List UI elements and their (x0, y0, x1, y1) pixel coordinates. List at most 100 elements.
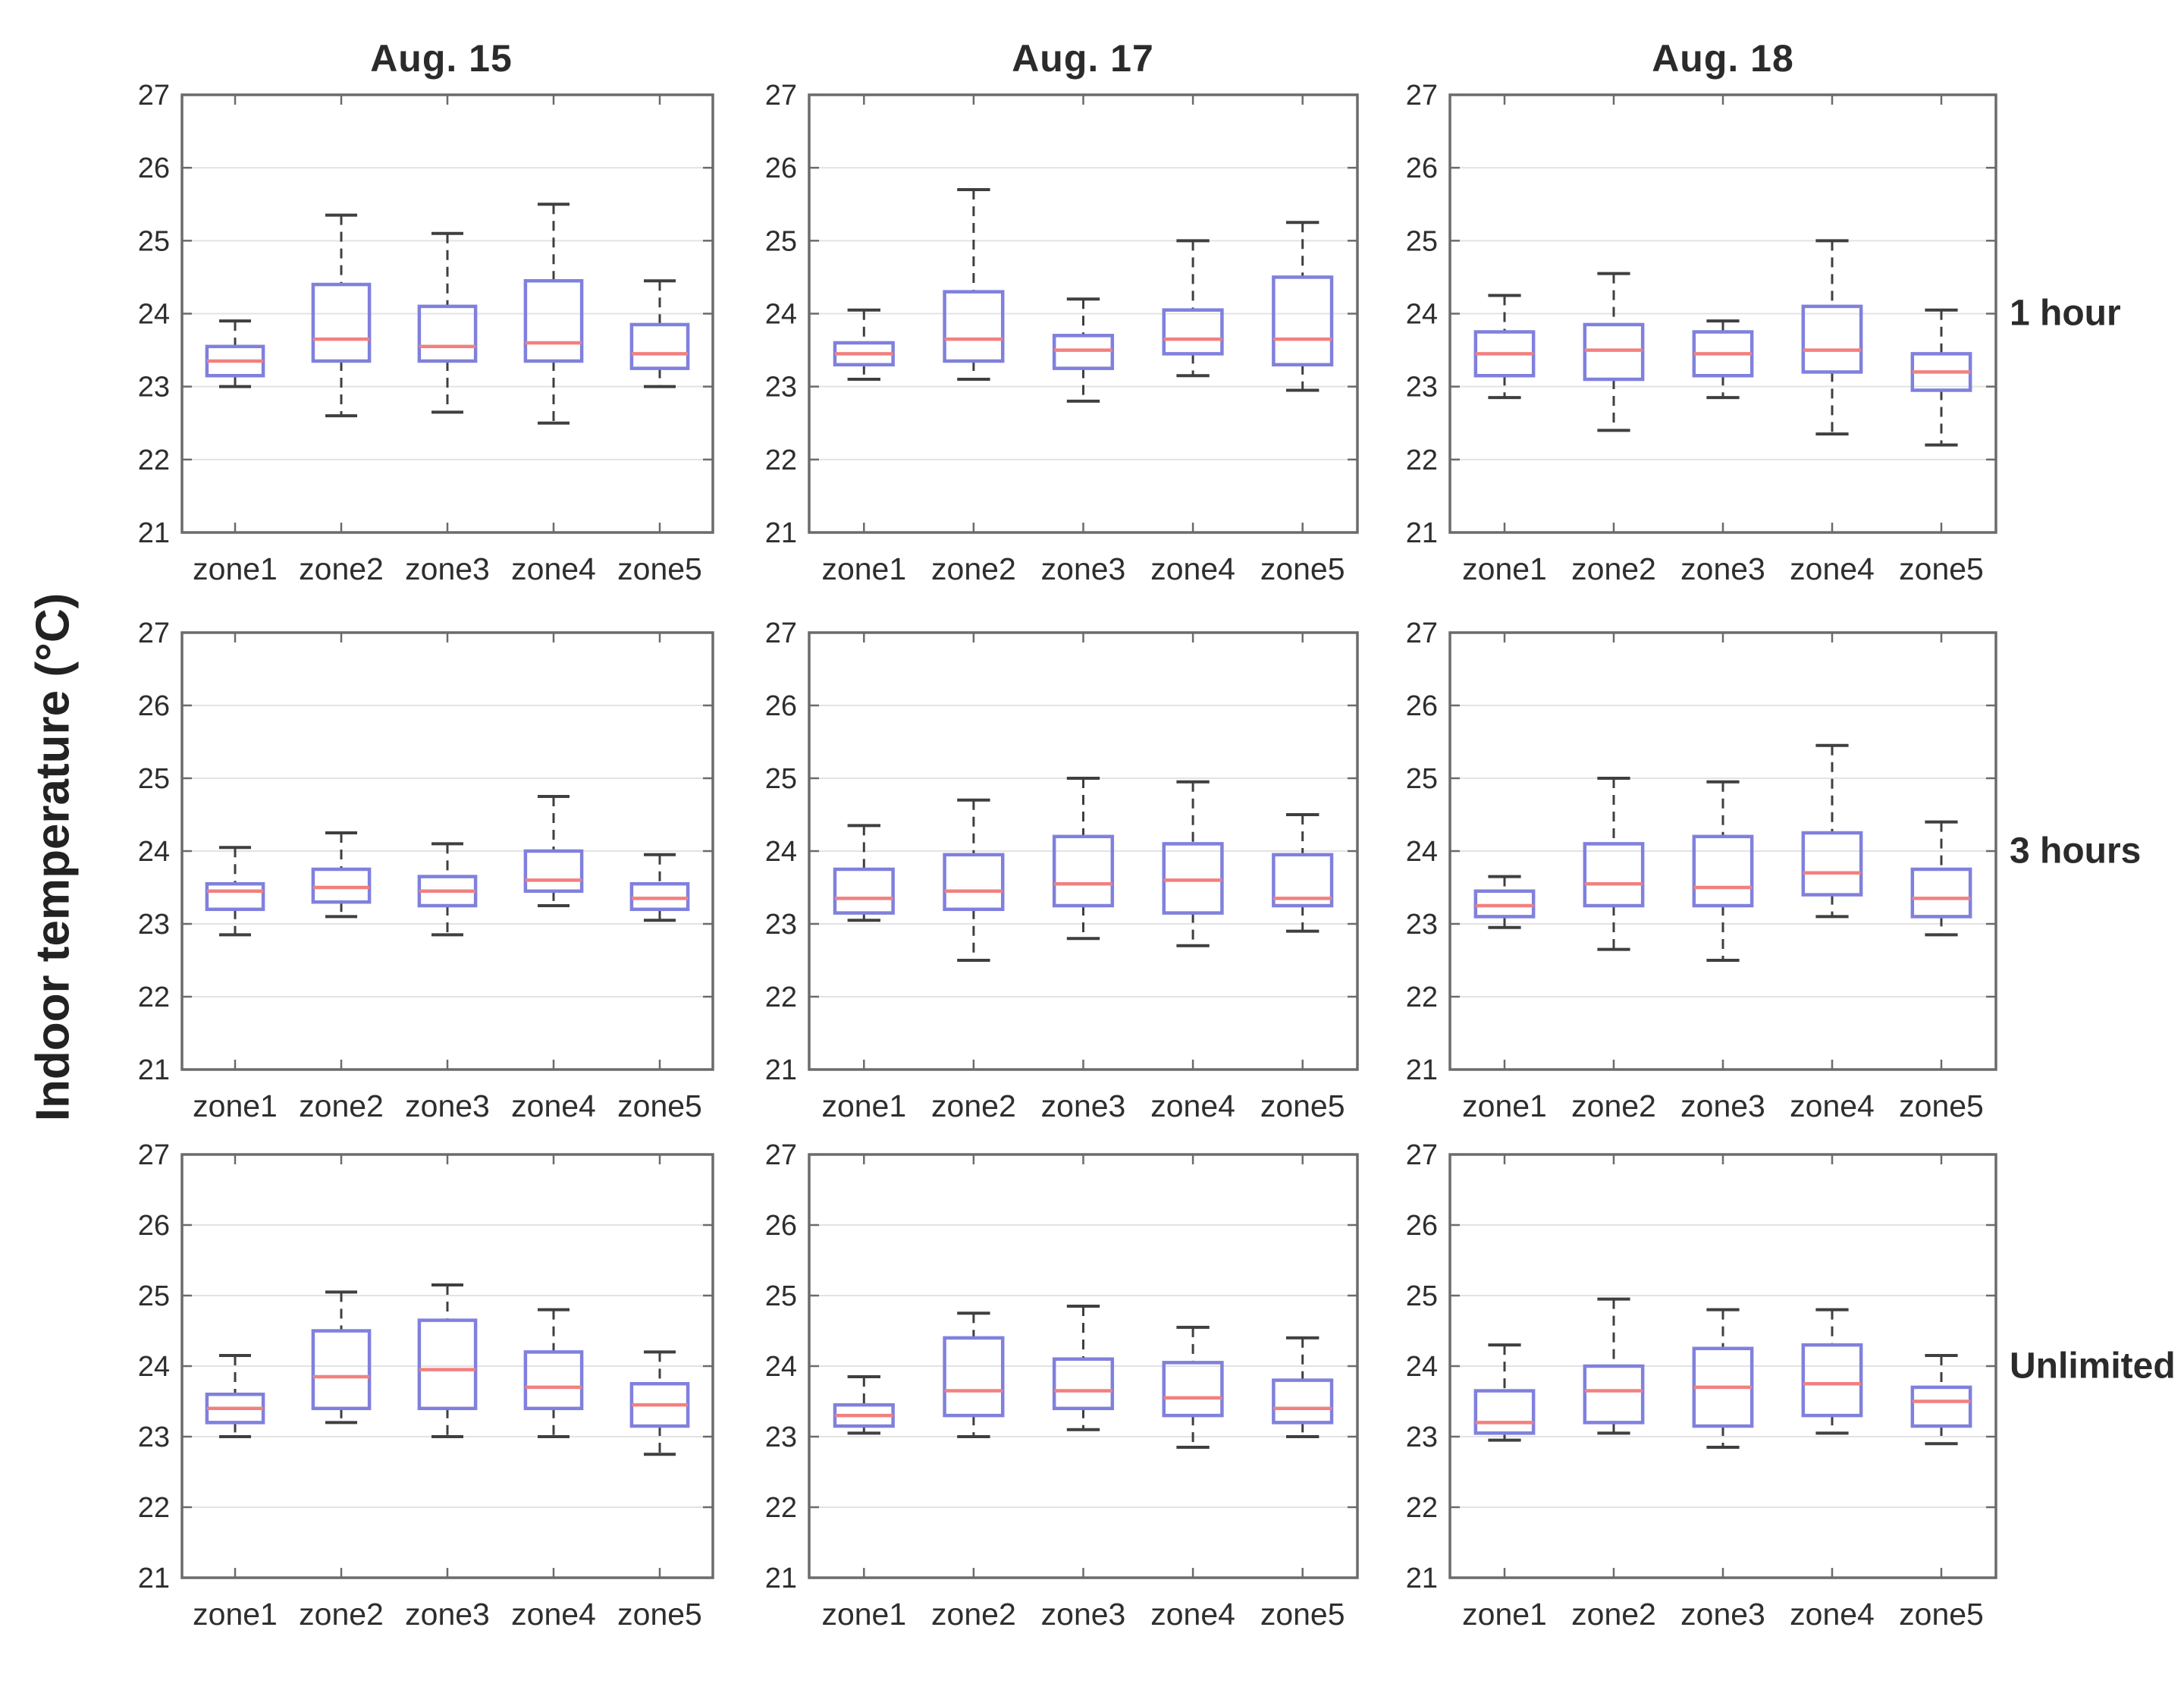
box-zone1 (833, 1374, 895, 1435)
boxplot-panel-aug17-1hour: 21 22 23 24 25 26 27 zone1 zone2 zone3 zone4 zone5 (718, 83, 1369, 601)
box-zone1 (833, 308, 895, 382)
boxplot-canvas: 21 22 23 24 25 26 27 zone1 zone2 zone3 zone4 zone5 (765, 1143, 1359, 1632)
x-tick-label-zone1: zone1 (1462, 1597, 1547, 1632)
y-tick-label: 25 (1406, 225, 1438, 257)
y-tick-label: 24 (765, 836, 797, 868)
boxplot-panel-aug18-1hour: 21 22 23 24 25 26 27 zone1 zone2 zone3 zone4 zone5 (1359, 83, 2007, 601)
x-tick-label-zone4: zone4 (511, 1088, 596, 1123)
box-zone5 (629, 279, 690, 388)
box-zone4 (1162, 1325, 1224, 1449)
y-tick-label: 27 (138, 83, 170, 112)
box-zone2 (943, 188, 1005, 382)
box-zone2 (1583, 272, 1645, 432)
x-tick-label-zone3: zone3 (1041, 1088, 1126, 1123)
box-zone1 (833, 824, 895, 922)
x-tick-label-zone5: zone5 (1899, 1597, 1984, 1632)
x-tick-label-zone1: zone1 (821, 551, 906, 586)
boxplot-panel-aug18-unlimited: 21 22 23 24 25 26 27 zone1 zone2 zone3 zone4 zone5 (1359, 1143, 2007, 1646)
box-zone3 (1052, 777, 1115, 941)
y-tick-label: 24 (138, 836, 170, 868)
x-tick-label-zone3: zone3 (405, 551, 490, 586)
box-zone3 (417, 1283, 478, 1438)
row-label-unlimited: Unlimited (2010, 1346, 2176, 1387)
x-tick-label-zone3: zone3 (1680, 1597, 1765, 1632)
boxplot-panel-aug18-3hours: 21 22 23 24 25 26 27 zone1 zone2 zone3 zone4 zone5 (1359, 621, 2007, 1138)
y-tick-label: 26 (765, 690, 797, 722)
box-zone5 (1910, 1354, 1972, 1446)
row-label-3-hours: 3 hours (2010, 831, 2142, 872)
y-tick-label: 26 (138, 1210, 170, 1242)
y-tick-label: 27 (1406, 1143, 1438, 1171)
box-zone5 (1272, 813, 1334, 933)
y-tick-label: 22 (765, 444, 797, 476)
x-tick-label-zone1: zone1 (1462, 551, 1547, 586)
y-tick-label: 23 (1406, 372, 1438, 404)
y-tick-label: 23 (765, 909, 797, 941)
boxplot-canvas: 21 22 23 24 25 26 27 zone1 zone2 zone3 zone4 zone5 (1406, 1143, 1997, 1632)
boxplot-panel-aug17-unlimited: 21 22 23 24 25 26 27 zone1 zone2 zone3 zone4 zone5 (718, 1143, 1369, 1646)
x-tick-label-zone3: zone3 (1680, 551, 1765, 586)
x-tick-label-zone3: zone3 (405, 1088, 490, 1123)
box-zone3 (417, 842, 478, 937)
x-tick-label-zone2: zone2 (931, 1597, 1016, 1632)
y-tick-label: 24 (765, 1351, 797, 1383)
y-tick-label: 21 (1406, 1054, 1438, 1086)
y-tick-label: 24 (138, 1351, 170, 1383)
y-tick-label: 24 (138, 299, 170, 331)
x-tick-label-zone4: zone4 (1790, 1088, 1875, 1123)
y-tick-label: 27 (765, 83, 797, 112)
y-tick-label: 25 (138, 1280, 170, 1312)
box-zone5 (1272, 221, 1334, 392)
y-tick-label: 22 (138, 1492, 170, 1524)
y-tick-label: 21 (1406, 517, 1438, 549)
box-zone2 (943, 1311, 1005, 1438)
y-tick-label: 26 (138, 152, 170, 184)
y-tick-label: 22 (1406, 982, 1438, 1013)
x-tick-label-zone5: zone5 (617, 551, 702, 586)
x-tick-label-zone1: zone1 (193, 551, 278, 586)
y-tick-label: 22 (138, 982, 170, 1013)
boxplot-panel-aug15-unlimited: 21 22 23 24 25 26 27 zone1 zone2 zone3 zone4 zone5 (91, 1143, 724, 1646)
x-tick-label-zone2: zone2 (299, 551, 384, 586)
x-tick-label-zone1: zone1 (1462, 1088, 1547, 1123)
boxplot-panel-aug17-3hours: 21 22 23 24 25 26 27 zone1 zone2 zone3 zone4 zone5 (718, 621, 1369, 1138)
box-zone3 (417, 231, 478, 414)
y-tick-label: 21 (765, 1563, 797, 1594)
y-tick-label: 23 (138, 909, 170, 941)
boxplot-canvas: 21 22 23 24 25 26 27 zone1 zone2 zone3 zone4 zone5 (765, 621, 1359, 1123)
box-zone5 (629, 1350, 690, 1456)
box-zone2 (1583, 777, 1645, 951)
x-tick-label-zone4: zone4 (1150, 1597, 1235, 1632)
x-tick-label-zone4: zone4 (1150, 1088, 1235, 1123)
x-tick-label-zone3: zone3 (1041, 1597, 1126, 1632)
x-tick-label-zone2: zone2 (1571, 1597, 1656, 1632)
box-zone3 (1692, 1308, 1754, 1449)
y-tick-label: 26 (138, 690, 170, 722)
x-tick-label-zone3: zone3 (405, 1597, 490, 1632)
column-title-aug15: Aug. 15 (370, 37, 513, 80)
y-tick-label: 22 (1406, 444, 1438, 476)
y-tick-label: 26 (765, 152, 797, 184)
box-zone4 (1162, 239, 1224, 378)
y-tick-label: 24 (1406, 836, 1438, 868)
y-tick-label: 23 (1406, 1421, 1438, 1453)
x-tick-label-zone1: zone1 (821, 1597, 906, 1632)
box-zone2 (311, 831, 372, 919)
box-zone4 (1162, 780, 1224, 947)
y-tick-label: 25 (138, 225, 170, 257)
y-tick-label: 21 (138, 1054, 170, 1086)
box-zone1 (205, 846, 265, 937)
box-zone3 (1052, 297, 1115, 403)
boxplot-canvas: 21 22 23 24 25 26 27 zone1 zone2 zone3 zone4 zone5 (1406, 621, 1997, 1123)
box-zone2 (943, 798, 1005, 962)
column-title-aug17: Aug. 17 (1012, 37, 1154, 80)
boxplot-canvas: 21 22 23 24 25 26 27 zone1 zone2 zone3 zone4 zone5 (138, 621, 714, 1123)
x-tick-label-zone5: zone5 (1260, 1597, 1345, 1632)
box-zone4 (523, 795, 584, 907)
boxplot-canvas: 21 22 23 24 25 26 27 zone1 zone2 zone3 zone4 zone5 (765, 83, 1359, 586)
y-tick-label: 27 (1406, 83, 1438, 112)
box-zone5 (1272, 1336, 1334, 1438)
y-tick-label: 27 (138, 1143, 170, 1171)
y-tick-label: 23 (1406, 909, 1438, 941)
